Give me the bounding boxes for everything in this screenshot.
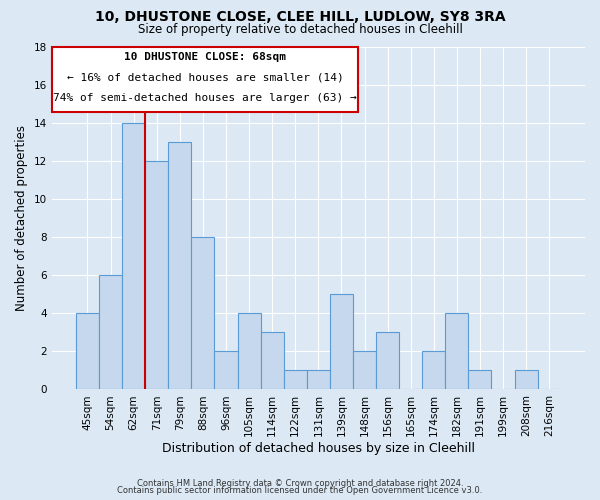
FancyBboxPatch shape (52, 46, 358, 112)
Bar (330, 294, 353, 390)
Text: 10 DHUSTONE CLOSE: 68sqm: 10 DHUSTONE CLOSE: 68sqm (124, 52, 286, 62)
Bar (284, 370, 307, 390)
Bar (214, 352, 238, 390)
Bar (422, 352, 445, 390)
Bar (376, 332, 399, 390)
Text: Contains public sector information licensed under the Open Government Licence v3: Contains public sector information licen… (118, 486, 482, 495)
Text: 74% of semi-detached houses are larger (63) →: 74% of semi-detached houses are larger (… (53, 93, 357, 103)
Bar (307, 370, 330, 390)
Bar (168, 142, 191, 390)
Text: ← 16% of detached houses are smaller (14): ← 16% of detached houses are smaller (14… (67, 72, 343, 82)
Bar (122, 122, 145, 390)
Bar (191, 237, 214, 390)
Bar (515, 370, 538, 390)
Bar (76, 313, 99, 390)
Bar (260, 332, 284, 390)
Y-axis label: Number of detached properties: Number of detached properties (15, 125, 28, 311)
Bar (469, 370, 491, 390)
Bar (145, 161, 168, 390)
X-axis label: Distribution of detached houses by size in Cleehill: Distribution of detached houses by size … (162, 442, 475, 455)
Text: Size of property relative to detached houses in Cleehill: Size of property relative to detached ho… (137, 22, 463, 36)
Bar (99, 275, 122, 390)
Bar (353, 352, 376, 390)
Text: Contains HM Land Registry data © Crown copyright and database right 2024.: Contains HM Land Registry data © Crown c… (137, 478, 463, 488)
Text: 10, DHUSTONE CLOSE, CLEE HILL, LUDLOW, SY8 3RA: 10, DHUSTONE CLOSE, CLEE HILL, LUDLOW, S… (95, 10, 505, 24)
Bar (238, 313, 260, 390)
Bar (445, 313, 469, 390)
